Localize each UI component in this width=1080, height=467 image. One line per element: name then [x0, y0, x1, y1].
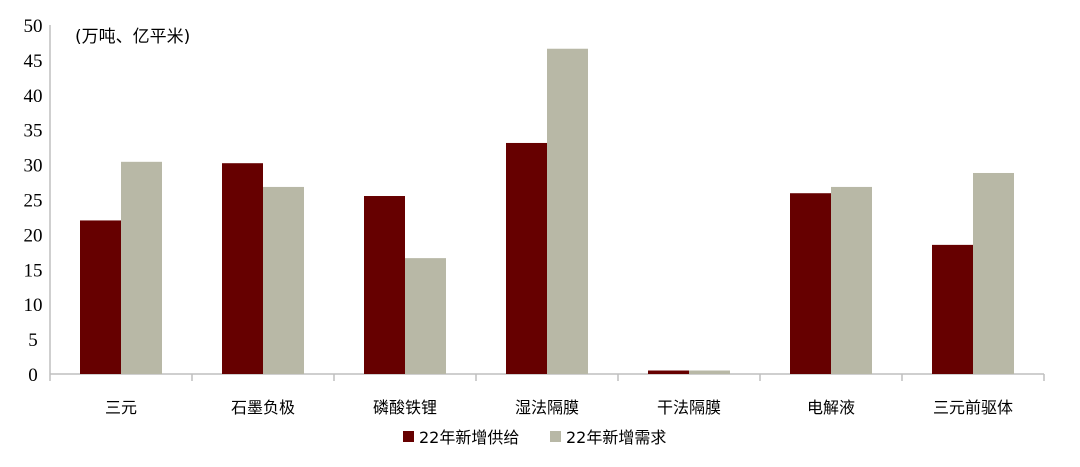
bar-supply [648, 370, 689, 374]
unit-label: (万吨、亿平米) [75, 27, 190, 47]
legend: 22年新增供给 22年新增需求 [403, 428, 666, 447]
y-tick-label: 40 [24, 86, 43, 107]
x-tick-label: 三元前驱体 [933, 398, 1013, 417]
x-tick-label: 三元 [105, 398, 137, 417]
y-tick-label: 35 [24, 121, 43, 142]
bar-supply [80, 220, 121, 374]
y-tick-label: 30 [24, 156, 43, 177]
x-tick-label: 电解液 [807, 398, 855, 417]
bar-supply [506, 142, 547, 374]
bar-demand [689, 370, 730, 374]
bar-supply [364, 196, 405, 374]
bar-demand [547, 48, 588, 375]
x-tick-label: 磷酸铁锂 [373, 398, 437, 417]
y-tick-label: 15 [24, 260, 43, 281]
x-tick-label: 干法隔膜 [657, 398, 721, 417]
y-tick-label: 50 [24, 16, 43, 37]
x-axis: 三元 石墨负极 磷酸铁锂 湿法隔膜 干法隔膜 电解液 三元前驱体 [49, 373, 1045, 417]
bar-demand [121, 161, 162, 374]
y-axis: 0 5 10 15 20 25 30 35 40 45 50 [24, 16, 51, 386]
legend-swatch [403, 431, 414, 442]
x-tick-label: 石墨负极 [231, 398, 295, 417]
bar-supply [222, 163, 263, 374]
bars [80, 48, 1014, 375]
bar-demand [973, 172, 1014, 374]
bar-supply [932, 244, 973, 374]
x-tick-label: 湿法隔膜 [515, 398, 579, 417]
y-tick-label: 5 [28, 330, 38, 351]
y-tick-label: 45 [24, 51, 43, 72]
y-tick-label: 25 [24, 191, 43, 212]
bar-demand [405, 258, 446, 374]
bar-demand [831, 186, 872, 374]
legend-label: 22年新增需求 [566, 428, 666, 447]
legend-label: 22年新增供给 [419, 428, 519, 447]
legend-swatch [550, 431, 561, 442]
bar-supply [790, 193, 831, 374]
y-tick-label: 0 [28, 365, 38, 386]
bar-demand [263, 186, 304, 374]
y-tick-label: 20 [24, 225, 43, 246]
y-tick-label: 10 [24, 295, 43, 316]
